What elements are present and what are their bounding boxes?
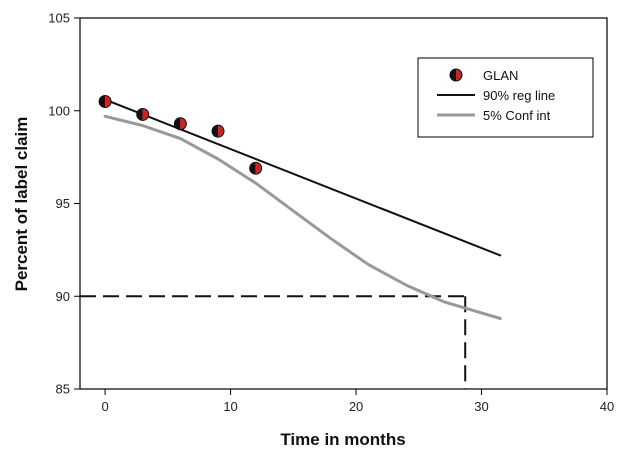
x-tick-label: 40 [600,399,614,414]
legend-box [417,57,594,138]
x-axis: 0 10 20 30 40 [101,389,614,414]
x-tick-label: 10 [223,399,237,414]
data-point [98,94,112,108]
legend: GLAN 90% reg line 5% Conf int [417,57,594,138]
legend-label-reg-line: 90% reg line [483,88,555,103]
series-lines [103,98,502,320]
y-tick-label: 90 [56,289,70,304]
x-tick-label: 0 [101,399,108,414]
data-point [136,107,150,121]
y-tick-label: 85 [56,382,70,397]
legend-label-glan: GLAN [483,68,518,83]
legend-label-conf-int: 5% Conf int [483,108,551,123]
data-point [173,117,187,131]
x-axis-title: Time in months [280,430,405,449]
reference-lines [80,295,467,389]
y-tick-label: 100 [48,103,70,118]
regression-line [104,98,502,257]
y-axis: 85 90 95 100 105 [48,11,80,397]
data-point [211,124,225,138]
y-tick-label: 105 [48,11,70,26]
y-axis-title: Percent of label claim [12,117,31,292]
x-tick-label: 20 [349,399,363,414]
data-points [98,94,263,175]
data-point [249,161,263,175]
confidence-interval-line [103,114,502,320]
legend-marker-glan [449,68,463,82]
x-tick-label: 30 [474,399,488,414]
y-tick-label: 95 [56,196,70,211]
